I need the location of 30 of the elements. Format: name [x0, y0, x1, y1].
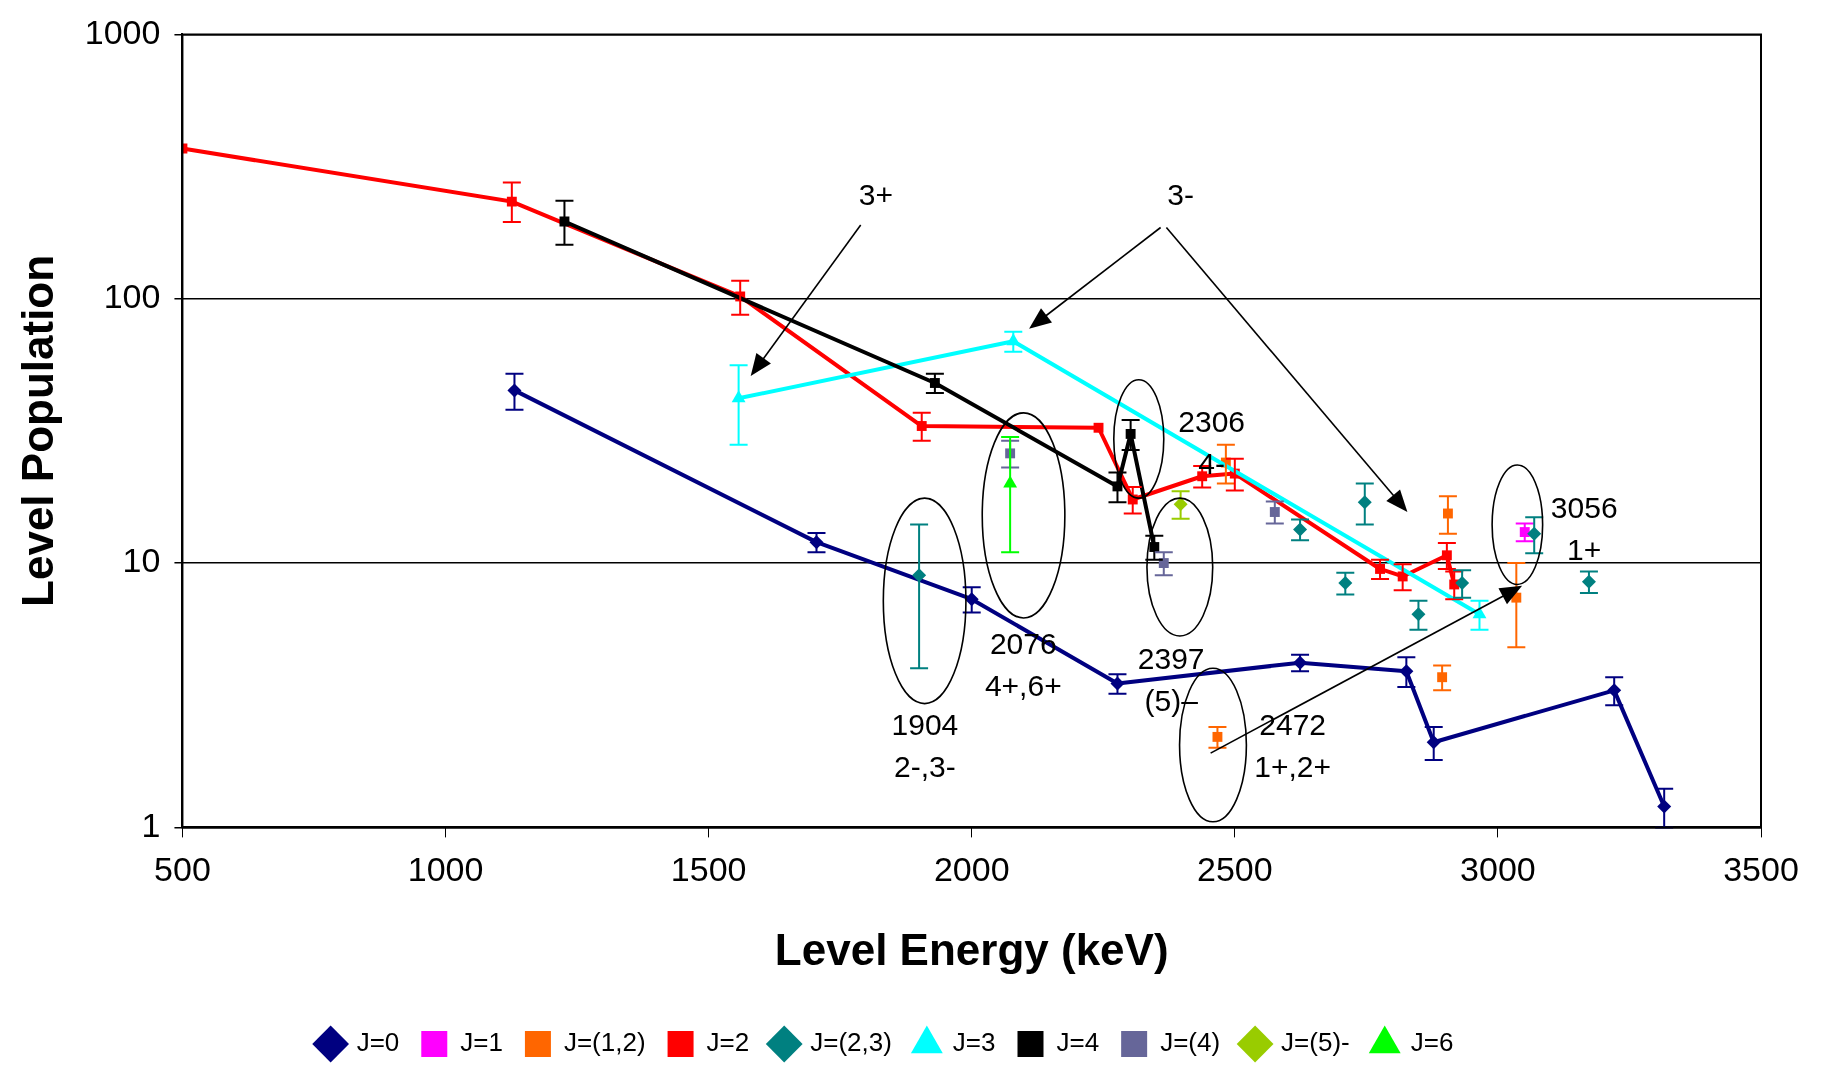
legend-label: J=3: [952, 1027, 996, 1058]
legend-label: J=(2,3): [810, 1027, 892, 1058]
x-tick-label: 2000: [933, 850, 1010, 889]
legend-label: J=(4): [1160, 1027, 1221, 1058]
legend-label: J=(1,2): [563, 1027, 646, 1058]
legend-label: J=1: [460, 1027, 503, 1058]
x-tick-label: 1500: [670, 850, 747, 889]
x-tick-label: 3500: [1723, 850, 1799, 889]
annotation: 3-: [1167, 177, 1194, 211]
x-tick-label: 3000: [1460, 850, 1536, 889]
x-tick-label: 500: [154, 850, 211, 889]
y-tick-label: 1000: [84, 12, 161, 51]
annotation: 3+: [858, 177, 894, 211]
legend-label: J=6: [1410, 1027, 1454, 1058]
x-tick-label: 2500: [1196, 850, 1273, 889]
annotation: 2076 4+,6+: [984, 626, 1062, 702]
legend-label: J=2: [706, 1027, 750, 1058]
legend-label: J=0: [356, 1027, 400, 1058]
annotation: 2472 1+,2+: [1254, 708, 1332, 784]
y-tick-label: 10: [122, 541, 161, 580]
x-tick-label: 1000: [407, 850, 484, 889]
y-axis-title: Level Population: [12, 254, 62, 607]
legend-label: J=4: [1056, 1027, 1100, 1058]
legend-label: J=(5)-: [1281, 1027, 1350, 1058]
x-axis-title: Level Energy (keV): [774, 924, 1169, 974]
y-tick-label: 100: [103, 277, 161, 316]
annotation: 3056 1+: [1550, 490, 1618, 566]
annotation: 1904 2-,3-: [891, 708, 959, 784]
point: [1093, 422, 1104, 433]
y-tick-label: 1: [141, 805, 161, 844]
